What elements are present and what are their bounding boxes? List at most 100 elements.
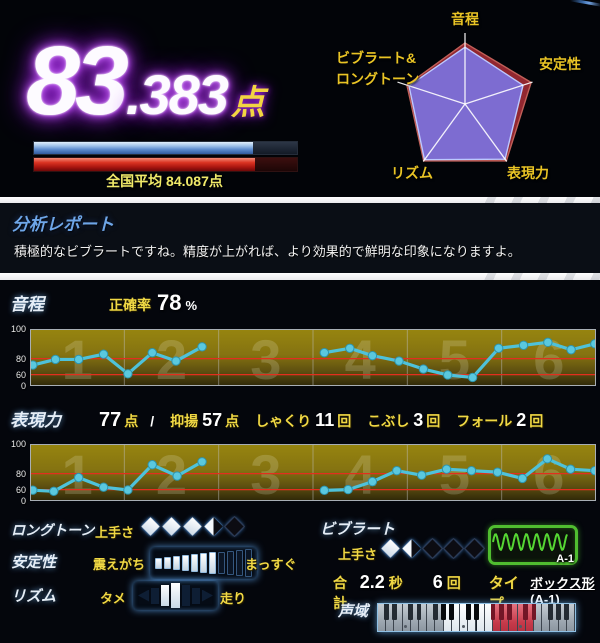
graph-data-point <box>518 340 529 351</box>
expression-summary-row: 表現力 77 点 / 抑揚 57 点しゃくり 11 回こぶし 3 回フォール 2 回 <box>10 406 543 432</box>
vibrato-count-unit: 回 <box>446 575 461 591</box>
graph-section-number: 6 <box>533 329 564 386</box>
vocal-range-keyboard <box>377 603 576 632</box>
graph-data-point <box>394 356 404 366</box>
white-key <box>533 604 543 631</box>
skill-diamond-half <box>204 517 223 536</box>
vibrato-skill-diamonds <box>380 537 486 560</box>
expression-score-unit: 点 <box>124 413 139 429</box>
rhythm-segment <box>202 589 213 602</box>
graph-data-point <box>367 476 378 487</box>
graph-data-point <box>50 354 61 365</box>
metric-unit: 回 <box>426 413 441 429</box>
vibrato-total-label: 合計 <box>333 575 347 611</box>
rhythm-segment <box>151 587 159 604</box>
graph-data-point <box>418 364 429 374</box>
graph-data-point <box>98 349 109 359</box>
graph-data-point <box>123 485 133 495</box>
expression-metrics: 抑揚 57 点しゃくり 11 回こぶし 3 回フォール 2 回 <box>154 410 543 431</box>
black-key <box>449 604 455 620</box>
black-key <box>392 604 397 620</box>
longtone-skill-label: 上手さ <box>95 525 135 540</box>
your-score-bar <box>33 141 298 155</box>
graph-data-point <box>28 360 38 370</box>
radar-axis-label-rhythm: リズム <box>391 165 433 181</box>
metric-unit: 回 <box>529 413 544 429</box>
graph-data-point <box>392 465 402 476</box>
analysis-report-section: 分析レポート 積極的なビブラートですね。精度が上がれば、より効果的で鮮明な印象に… <box>0 203 600 273</box>
metric-label: 抑揚 <box>170 413 199 429</box>
graph-data-point <box>343 484 353 495</box>
black-key <box>416 604 422 620</box>
radar-chart <box>330 2 600 195</box>
longtone-label-wrap: ロングトーン <box>11 520 94 540</box>
stability-segment <box>227 550 234 576</box>
metric-unit: 点 <box>225 413 240 429</box>
black-key <box>465 604 471 620</box>
vibrato-label-wrap: ビブラート <box>320 518 395 539</box>
vibrato-total-unit: 秒 <box>388 575 403 591</box>
stability-gauge <box>150 547 257 579</box>
graph-ytick: 0 <box>20 381 26 391</box>
stability-label-wrap: 安定性 <box>11 551 56 572</box>
graph-data-point <box>466 465 477 476</box>
skill-diamond-empty <box>421 537 444 560</box>
skill-diamond-full <box>183 517 202 536</box>
skill-diamond-empty <box>223 515 246 538</box>
graph-ytick: 60 <box>15 369 26 380</box>
longtone-skill-label-wrap: 上手さ <box>95 522 134 542</box>
stability-segment <box>200 553 207 573</box>
graph-data-point <box>73 472 84 483</box>
metric-label: こぶし <box>367 413 410 429</box>
vibrato-skill-label-wrap: 上手さ <box>338 544 377 564</box>
skill-diamond-full <box>162 517 181 536</box>
graph-data-point <box>28 485 38 495</box>
longtone-skill-diamonds <box>140 515 246 538</box>
octave-dot <box>461 625 465 628</box>
score-integer: 83 <box>26 26 129 135</box>
metric-value: 11 <box>315 410 335 430</box>
accuracy-value: 78 <box>157 290 182 315</box>
graph-data-point <box>345 343 355 353</box>
graph-ytick: 80 <box>15 353 26 364</box>
total-score: 83 .383 点 <box>26 30 265 140</box>
graph-ytick: 80 <box>15 468 26 479</box>
score-fraction: .383 <box>125 63 229 126</box>
graph-data-point <box>197 342 207 352</box>
graph-data-point <box>492 467 503 477</box>
octave-dot <box>404 625 408 628</box>
rhythm-gauge <box>133 581 218 610</box>
graph-ytick: 100 <box>10 439 26 449</box>
score-summary-section: 83 .383 点 全国平均 84.087点 音程 安定性 表現力 リズム ビブ… <box>0 0 600 197</box>
stability-segment <box>191 554 198 572</box>
national-average-bar-fill <box>34 158 256 171</box>
graph-data-point <box>171 356 181 366</box>
stability-segment <box>173 555 180 571</box>
vibrato-wave-box: A-1 <box>488 525 578 565</box>
metric-label: フォール <box>456 413 513 429</box>
skill-diamond-full <box>141 517 160 536</box>
separator: / <box>150 413 155 429</box>
expression-label: 表現力 <box>10 411 61 430</box>
rhythm-left-label-wrap: タメ <box>100 588 126 608</box>
stability-right-label: まっすぐ <box>245 557 297 572</box>
graph-data-point <box>441 464 452 474</box>
vibrato-type-value: ボックス形(A-1) <box>530 576 595 607</box>
vibrato-skill-label: 上手さ <box>338 547 378 562</box>
graph-data-point <box>73 354 84 365</box>
skill-diamond-empty <box>463 537 486 560</box>
white-key <box>566 604 575 631</box>
black-key <box>441 604 447 620</box>
longtone-label: ロングトーン <box>11 522 95 538</box>
graph-ytick: 60 <box>15 484 26 495</box>
metric-value: 2 <box>516 410 527 430</box>
pitch-label: 音程 <box>10 295 44 314</box>
skill-diamond-full <box>381 539 400 558</box>
white-key <box>419 604 428 631</box>
black-key <box>564 604 570 620</box>
national-average-bar <box>33 157 298 172</box>
rhythm-right-label-wrap: 走り <box>220 588 246 608</box>
